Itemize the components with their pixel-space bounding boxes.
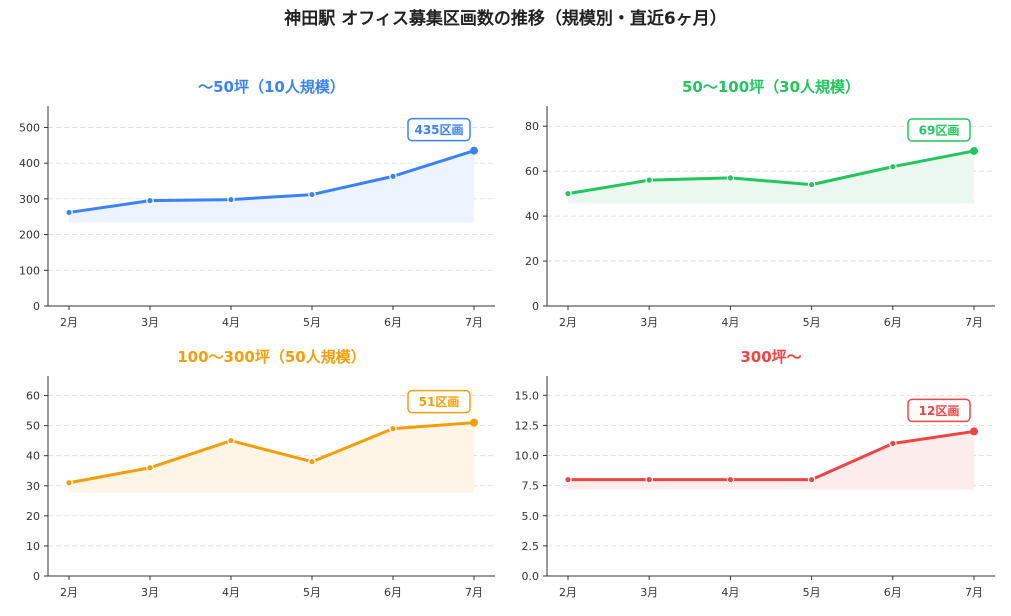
page-title: 神田駅 オフィス募集区画数の推移（規模別・直近6ヶ月） xyxy=(284,9,727,29)
subplot-title: 300坪〜 xyxy=(740,348,801,366)
data-point xyxy=(807,180,816,189)
x-tick-label: 7月 xyxy=(965,316,983,329)
y-tick-label: 60 xyxy=(525,165,539,178)
y-tick-label: 5.0 xyxy=(522,510,540,523)
series-area xyxy=(568,431,974,490)
data-point xyxy=(645,176,654,184)
y-tick-label: 30 xyxy=(26,480,40,493)
subplot-title: 〜50坪（10人規模） xyxy=(198,78,345,96)
y-tick-label: 100 xyxy=(19,264,40,277)
x-tick-label: 3月 xyxy=(141,586,159,599)
y-tick-label: 40 xyxy=(525,210,539,223)
y-tick-label: 200 xyxy=(19,229,40,242)
y-tick-label: 7.5 xyxy=(522,480,540,493)
x-tick-label: 3月 xyxy=(141,316,159,329)
data-point xyxy=(970,146,978,155)
y-tick-label: 20 xyxy=(26,510,40,523)
data-point xyxy=(308,190,316,199)
callout-label: 69区画 xyxy=(919,123,960,137)
series-area xyxy=(69,422,474,493)
data-point xyxy=(564,189,572,198)
y-tick-label: 20 xyxy=(525,255,539,268)
series-line xyxy=(67,149,476,214)
callout-box xyxy=(907,398,971,423)
y-tick-label: 10 xyxy=(26,540,40,553)
data-point xyxy=(888,439,897,448)
data-point xyxy=(888,162,897,171)
callout-box xyxy=(407,389,471,414)
data-point xyxy=(470,418,478,427)
x-tick-label: 2月 xyxy=(60,586,78,599)
y-tick-label: 40 xyxy=(26,450,40,463)
y-tick-label: 60 xyxy=(26,390,40,403)
y-tick-label: 0 xyxy=(532,300,539,313)
x-tick-label: 6月 xyxy=(384,586,402,599)
data-point xyxy=(470,146,478,155)
subplot-title: 50〜100坪（30人規模） xyxy=(682,78,860,96)
y-tick-label: 0 xyxy=(33,300,40,313)
y-tick-label: 2.5 xyxy=(522,540,540,553)
subplot-3: 100〜300坪（50人規模） 0 10 20 30 40 50 60 2月 3月 4月 5月 6月 7月… xyxy=(26,348,495,599)
data-point xyxy=(308,457,316,466)
x-tick-label: 2月 xyxy=(60,316,78,329)
x-tick-label: 7月 xyxy=(465,586,483,599)
subplot-2: 50〜100坪（30人規模） 0 20 40 60 80 2月 3月 4月 5月 6月 7月 69区画 xyxy=(525,78,995,329)
y-tick-label: 10.0 xyxy=(515,450,540,463)
x-tick-label: 4月 xyxy=(721,586,739,599)
callout-box xyxy=(407,117,471,142)
x-tick-label: 6月 xyxy=(884,586,902,599)
callout-box xyxy=(907,118,971,142)
x-tick-label: 6月 xyxy=(884,316,902,329)
y-tick-label: 80 xyxy=(525,120,539,133)
data-point xyxy=(564,475,572,484)
x-tick-label: 7月 xyxy=(965,586,983,599)
series-area xyxy=(69,150,474,223)
x-tick-label: 3月 xyxy=(640,586,658,599)
data-point xyxy=(389,172,397,181)
series-area xyxy=(568,150,974,204)
x-tick-label: 2月 xyxy=(559,586,577,599)
x-tick-label: 5月 xyxy=(803,316,821,329)
data-point xyxy=(65,208,73,217)
x-tick-label: 6月 xyxy=(384,316,402,329)
x-tick-label: 4月 xyxy=(222,316,240,329)
y-tick-label: 15.0 xyxy=(515,389,540,402)
callout-label: 435区画 xyxy=(414,123,463,137)
data-point xyxy=(227,195,235,204)
data-point xyxy=(726,174,735,182)
x-tick-label: 5月 xyxy=(303,316,321,329)
y-tick-label: 500 xyxy=(19,121,40,134)
y-tick-label: 300 xyxy=(19,193,40,206)
series-line xyxy=(566,429,976,482)
y-tick-label: 0 xyxy=(33,570,40,583)
callout-label: 51区画 xyxy=(419,395,460,409)
data-point xyxy=(807,475,816,484)
data-point xyxy=(970,427,978,436)
subplot-title: 100〜300坪（50人規模） xyxy=(177,348,366,366)
x-tick-label: 7月 xyxy=(465,316,483,329)
series-line xyxy=(566,149,976,196)
x-tick-label: 4月 xyxy=(222,586,240,599)
x-tick-label: 5月 xyxy=(303,586,321,599)
y-tick-label: 0.0 xyxy=(522,570,540,583)
y-tick-label: 50 xyxy=(26,420,40,433)
data-point xyxy=(726,475,735,484)
subplot-4: 300坪〜 0.0 2.5 5.0 7.5 10.0 12.5 15.0 2月 3月 4月 5月 6月 7… xyxy=(515,348,995,599)
data-point xyxy=(389,424,397,433)
subplot-1: 〜50坪（10人規模） 0 100 200 300 400 500 2月 3月 4月 5月 6月 7月 4… xyxy=(19,78,495,329)
y-tick-label: 12.5 xyxy=(515,419,540,432)
x-tick-label: 3月 xyxy=(640,316,658,329)
data-point xyxy=(65,478,73,487)
data-point xyxy=(146,463,154,472)
callout-label: 12区画 xyxy=(919,404,960,418)
x-tick-label: 2月 xyxy=(559,316,577,329)
y-tick-label: 400 xyxy=(19,157,40,170)
data-point xyxy=(146,196,154,205)
data-point xyxy=(645,475,654,484)
series-line xyxy=(67,421,476,485)
data-point xyxy=(227,436,235,445)
x-tick-label: 4月 xyxy=(721,316,739,329)
x-tick-label: 5月 xyxy=(803,586,821,599)
